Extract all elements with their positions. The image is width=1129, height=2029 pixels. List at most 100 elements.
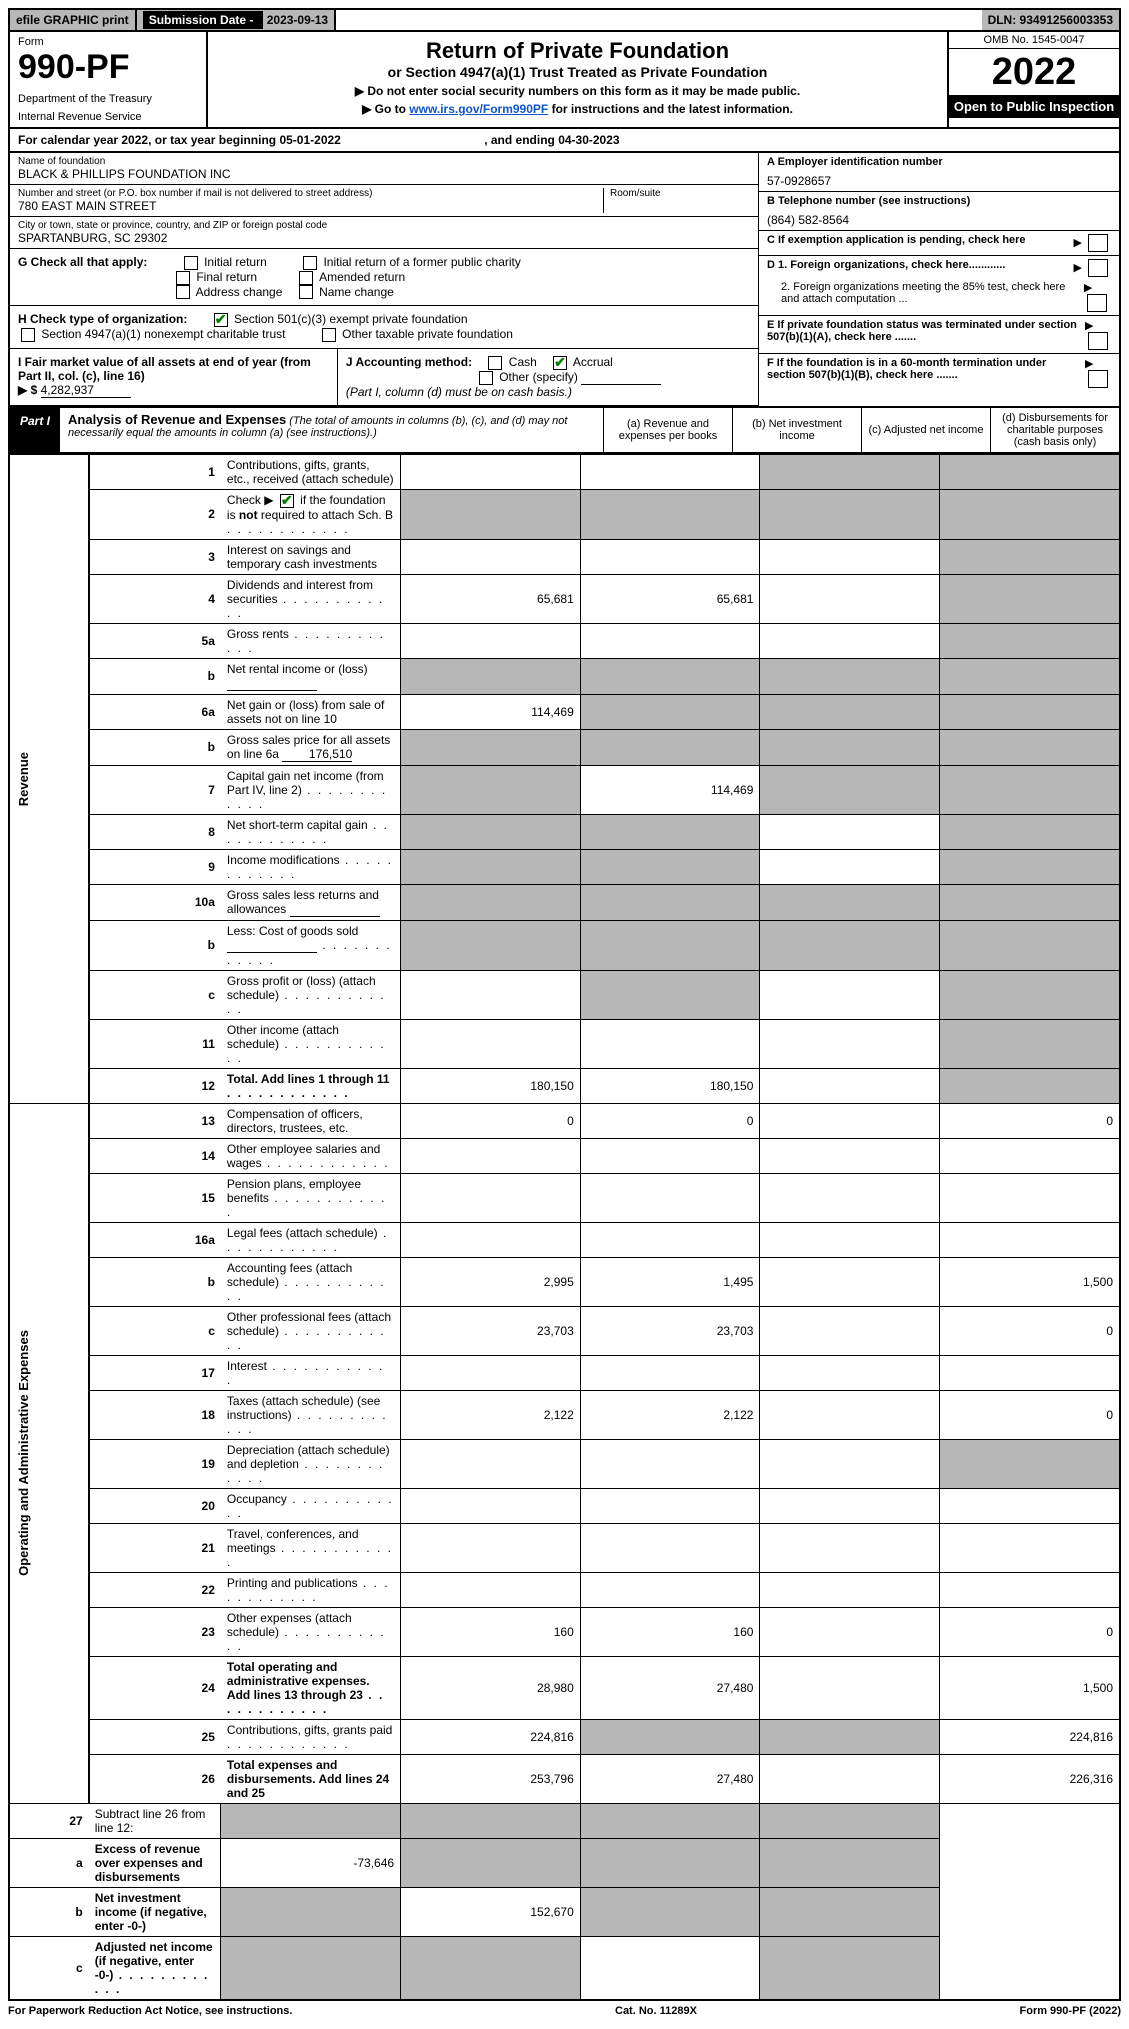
amt-cell	[401, 1173, 581, 1222]
amt-cell	[940, 489, 1120, 539]
table-row: 9Income modifications	[9, 849, 1120, 884]
line-no: 26	[89, 1754, 221, 1803]
amt-cell	[940, 1572, 1120, 1607]
address-cell: Number and street (or P.O. box number if…	[10, 185, 758, 217]
cb-status-terminated[interactable]	[1088, 332, 1108, 350]
line-desc: Printing and publications	[221, 1572, 401, 1607]
instr-goto: ▶ Go to www.irs.gov/Form990PF for instru…	[214, 102, 941, 116]
info-grid: Name of foundation BLACK & PHILLIPS FOUN…	[8, 153, 1121, 408]
form-title: Return of Private Foundation	[214, 38, 941, 64]
cb-amended[interactable]	[299, 271, 313, 285]
line-desc: Subtract line 26 from line 12:	[89, 1803, 221, 1838]
line-no: 17	[89, 1355, 221, 1390]
amt-cell: 1,495	[580, 1257, 760, 1306]
amt-cell	[940, 765, 1120, 814]
cb-initial-return[interactable]	[184, 256, 198, 270]
amt-cell	[760, 1068, 940, 1103]
amt-cell	[760, 1523, 940, 1572]
name-label: Name of foundation	[18, 156, 750, 167]
amt-cell	[940, 884, 1120, 920]
table-row: 10aGross sales less returns and allowanc…	[9, 884, 1120, 920]
amt-cell	[580, 1019, 760, 1068]
cb-cash[interactable]	[488, 356, 502, 370]
table-row: 21Travel, conferences, and meetings	[9, 1523, 1120, 1572]
amt-cell	[580, 694, 760, 729]
amt-cell: 23,703	[580, 1306, 760, 1355]
cb-foreign-85[interactable]	[1087, 294, 1107, 312]
amt-cell	[401, 765, 581, 814]
amt-cell	[940, 814, 1120, 849]
table-row: bAccounting fees (attach schedule)2,9951…	[9, 1257, 1120, 1306]
g-opt-4: Address change	[196, 285, 283, 299]
amt-cell: 1,500	[940, 1656, 1120, 1719]
table-row: 20Occupancy	[9, 1488, 1120, 1523]
amt-cell	[940, 970, 1120, 1019]
line-no: 22	[89, 1572, 221, 1607]
col-c-head: (c) Adjusted net income	[861, 408, 990, 452]
cb-initial-former[interactable]	[303, 256, 317, 270]
phone-cell: B Telephone number (see instructions) (8…	[759, 192, 1119, 231]
line-no: 13	[89, 1103, 221, 1138]
line-desc: Excess of revenue over expenses and disb…	[89, 1838, 221, 1887]
header-right: OMB No. 1545-0047 2022 Open to Public In…	[947, 32, 1119, 127]
cb-other-taxable[interactable]	[322, 328, 336, 342]
section-f: F If the foundation is in a 60-month ter…	[759, 354, 1119, 391]
line-no: 25	[89, 1719, 221, 1754]
amt-cell	[401, 1439, 581, 1488]
col-d-head: (d) Disbursements for charitable purpose…	[990, 408, 1119, 452]
ein-value: 57-0928657	[767, 174, 1111, 188]
cb-exemption-pending[interactable]	[1088, 234, 1108, 252]
cb-other-method[interactable]	[479, 371, 493, 385]
cb-accrual[interactable]	[553, 356, 567, 370]
amt-cell: 180,150	[401, 1068, 581, 1103]
line-no: 18	[89, 1390, 221, 1439]
h-opt-2: Section 4947(a)(1) nonexempt charitable …	[41, 327, 285, 341]
amt-cell: 23,703	[401, 1306, 581, 1355]
dln: DLN: 93491256003353	[982, 10, 1119, 30]
amt-cell	[760, 1138, 940, 1173]
amt-cell	[580, 1222, 760, 1257]
foundation-name: BLACK & PHILLIPS FOUNDATION INC	[18, 167, 750, 181]
amt-cell	[580, 454, 760, 489]
cb-foreign-org[interactable]	[1088, 259, 1108, 277]
amt-cell	[401, 489, 581, 539]
tax-year: 2022	[949, 49, 1119, 95]
section-h: H Check type of organization: Section 50…	[10, 306, 758, 349]
amt-cell	[760, 658, 940, 694]
cb-501c3[interactable]	[214, 313, 228, 327]
table-row: cAdjusted net income (if negative, enter…	[9, 1936, 1120, 2000]
amt-cell	[760, 694, 940, 729]
section-c: C If exemption application is pending, c…	[759, 231, 1119, 256]
irs-link[interactable]: www.irs.gov/Form990PF	[409, 102, 548, 116]
table-row: 17Interest	[9, 1355, 1120, 1390]
table-row: bLess: Cost of goods sold	[9, 920, 1120, 970]
line-no: b	[89, 658, 221, 694]
cb-name-change[interactable]	[299, 285, 313, 299]
amt-cell: 180,150	[580, 1068, 760, 1103]
info-right: A Employer identification number 57-0928…	[758, 153, 1119, 406]
amt-cell: 0	[940, 1103, 1120, 1138]
amt-cell	[760, 1887, 940, 1936]
amt-cell	[580, 1838, 760, 1887]
cb-address-change[interactable]	[176, 285, 190, 299]
cb-final-return[interactable]	[176, 271, 190, 285]
line-no: c	[9, 1936, 89, 2000]
amt-cell	[401, 970, 581, 1019]
cb-4947[interactable]	[21, 328, 35, 342]
amt-cell	[401, 1572, 581, 1607]
amt-cell	[940, 1019, 1120, 1068]
amt-cell	[760, 1306, 940, 1355]
table-row: aExcess of revenue over expenses and dis…	[9, 1838, 1120, 1887]
line-desc: Total expenses and disbursements. Add li…	[221, 1754, 401, 1803]
g-opt-0: Initial return	[204, 255, 267, 269]
instr-pre: ▶ Go to	[362, 102, 409, 116]
amt-cell	[580, 814, 760, 849]
part1-desc: Analysis of Revenue and Expenses (The to…	[60, 408, 603, 452]
efile-print[interactable]: efile GRAPHIC print	[10, 10, 137, 30]
line-desc: Interest	[221, 1355, 401, 1390]
cb-sch-b[interactable]	[280, 494, 294, 508]
h-label: H Check type of organization:	[18, 312, 187, 326]
info-left: Name of foundation BLACK & PHILLIPS FOUN…	[10, 153, 758, 406]
form-label: Form	[18, 36, 198, 48]
cb-60month[interactable]	[1088, 370, 1108, 388]
